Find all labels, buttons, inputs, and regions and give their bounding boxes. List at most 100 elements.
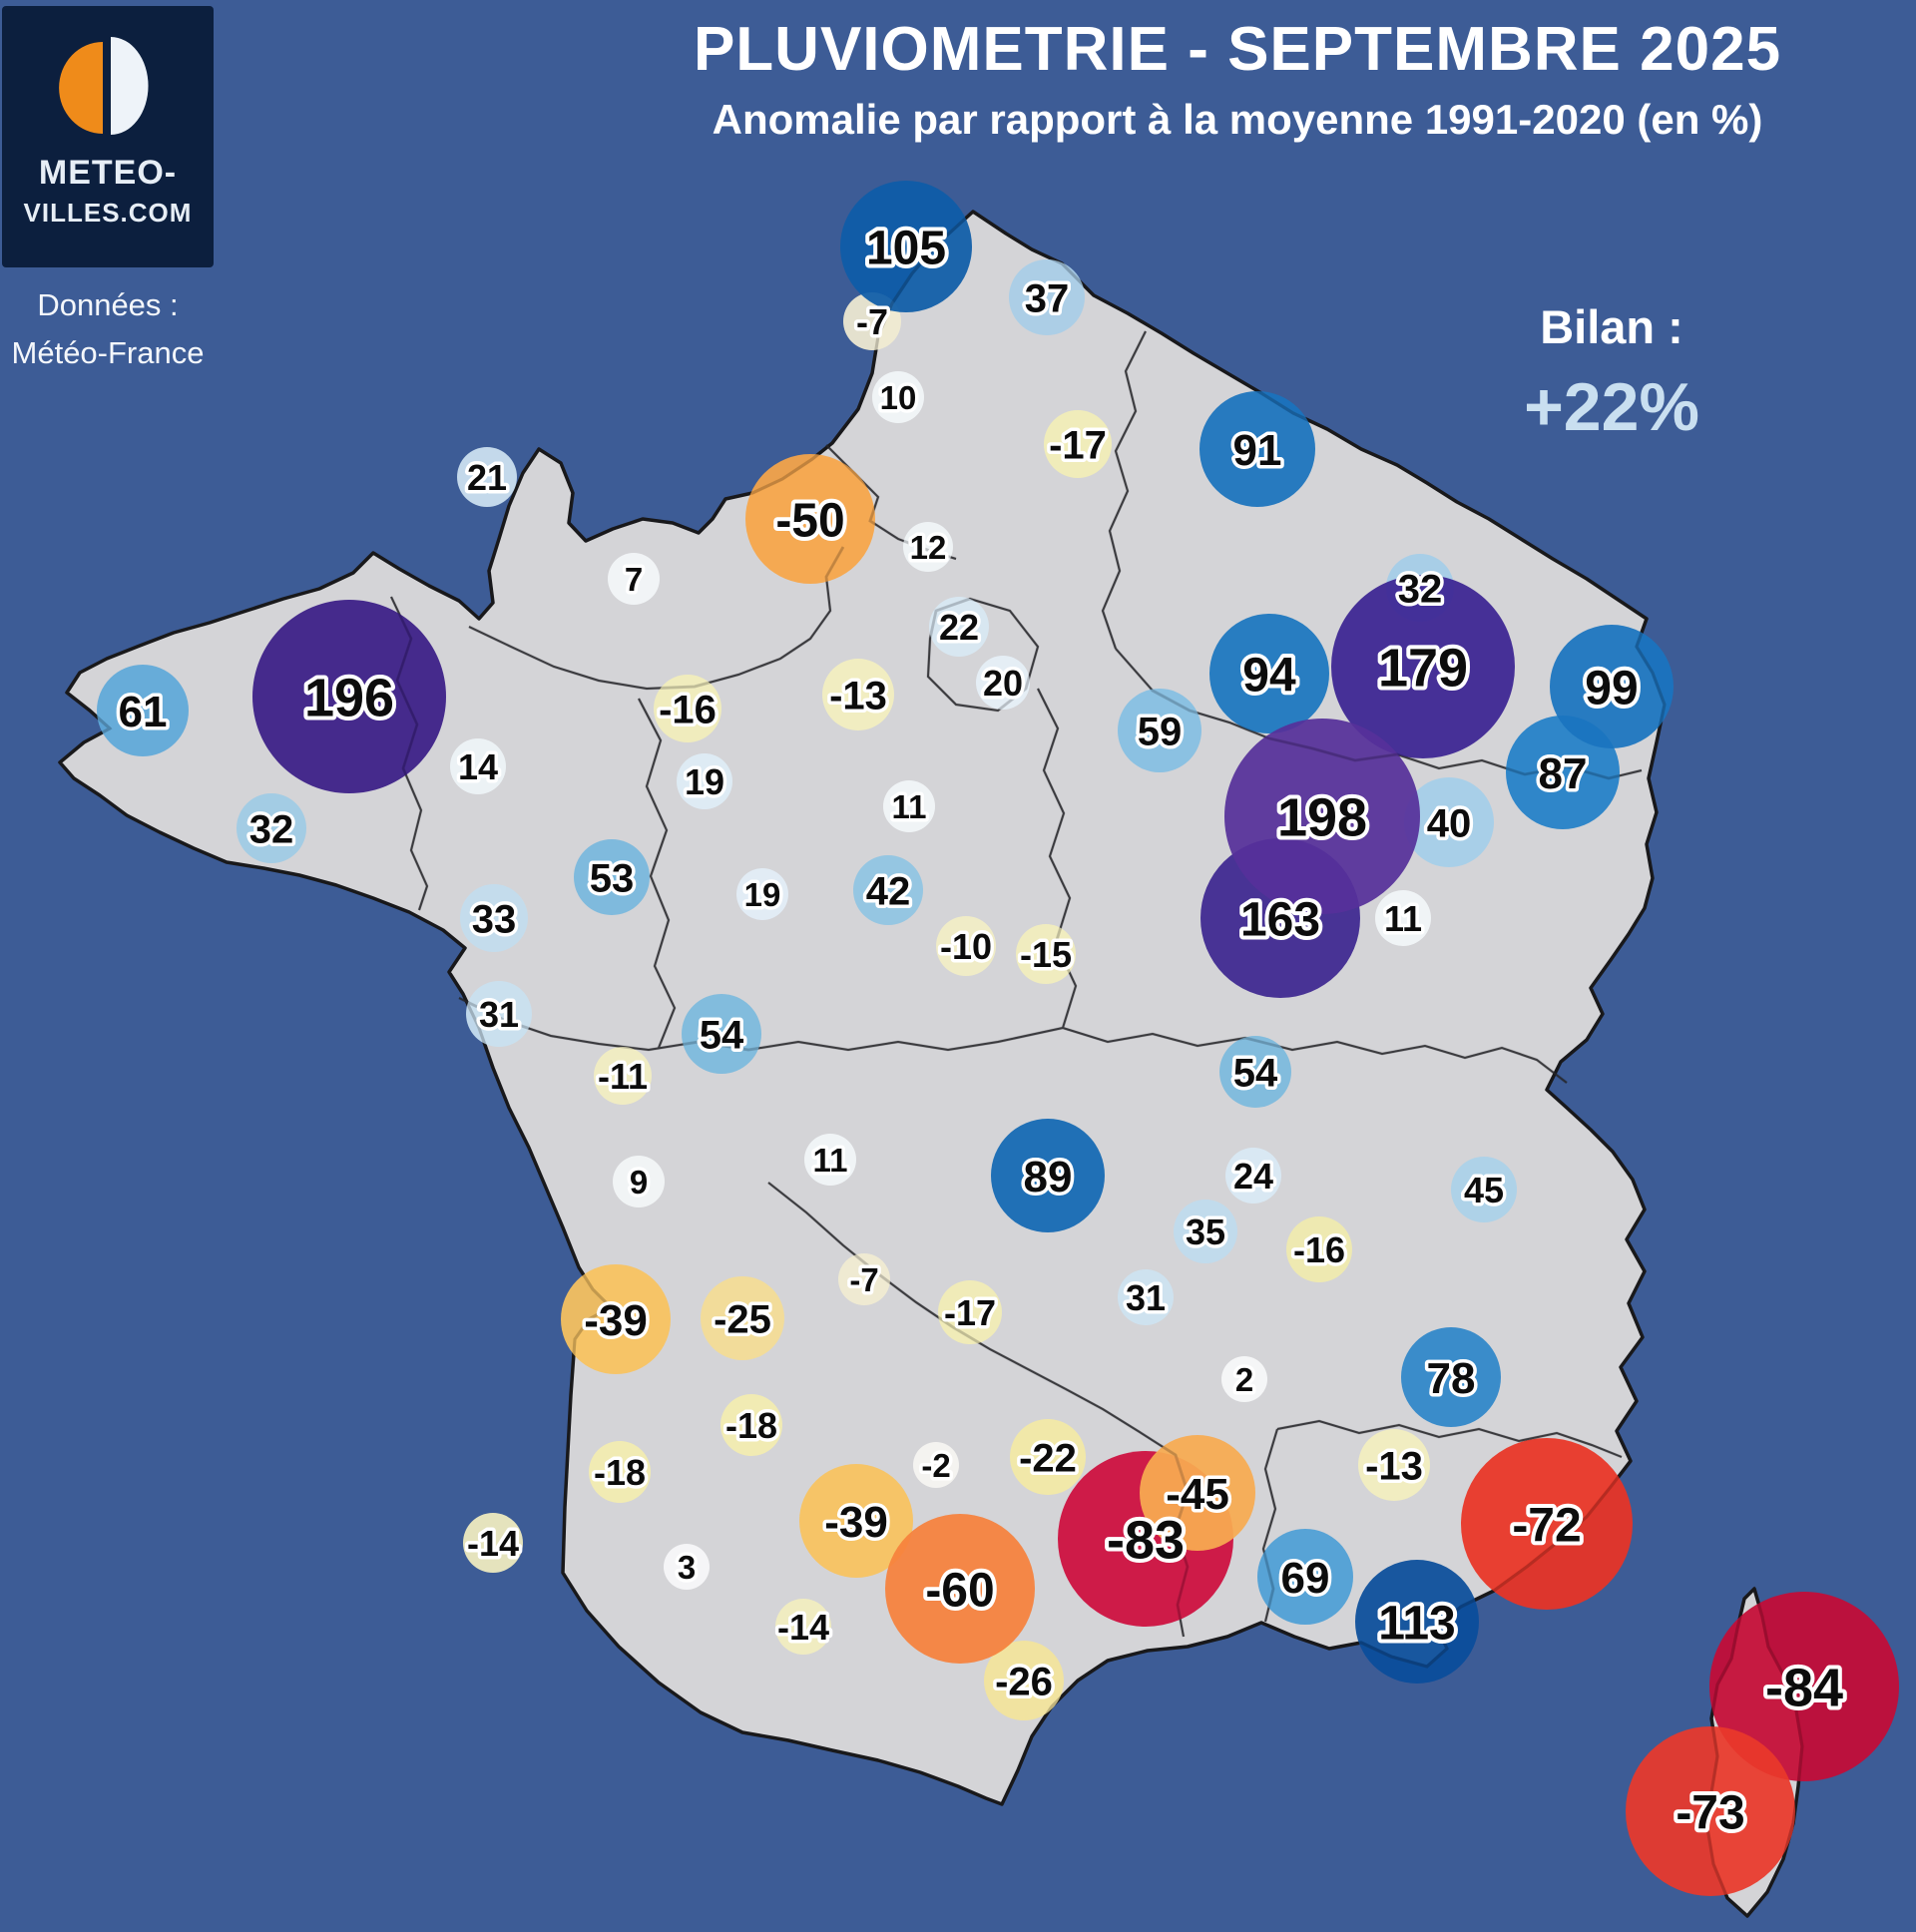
bubble <box>252 600 446 793</box>
logo-half-circle-white <box>111 37 149 135</box>
bubble <box>1404 777 1494 867</box>
bubble-value: -45 <box>1166 1470 1229 1519</box>
bubble-value: -17 <box>1049 423 1107 467</box>
bubble-value: -60 <box>925 1564 994 1617</box>
bubble <box>463 1513 523 1573</box>
bubble-value: 24 <box>1233 1156 1273 1197</box>
bubble <box>701 1276 784 1360</box>
bubble-value: 35 <box>1186 1211 1225 1252</box>
bubble-value: 54 <box>700 1013 744 1057</box>
bubble <box>736 868 788 920</box>
bubble-value: 12 <box>910 529 947 566</box>
bubble <box>822 659 894 730</box>
bubble <box>677 753 732 809</box>
bubble-value: 78 <box>1427 1354 1476 1403</box>
bubble-value: -18 <box>594 1452 646 1493</box>
bubble <box>1219 1036 1291 1108</box>
bubble <box>883 780 935 832</box>
bubble-value: 105 <box>866 222 946 274</box>
bubble-layer <box>97 181 1899 1896</box>
bubble-value: 9 <box>630 1164 648 1201</box>
bubble-value: -83 <box>1107 1510 1185 1570</box>
bubble <box>1016 924 1076 984</box>
bubble <box>840 181 972 312</box>
bubble <box>838 1253 890 1305</box>
bubble <box>885 1514 1035 1664</box>
bubble <box>682 994 761 1074</box>
bubble <box>936 916 996 976</box>
bubble-value: 59 <box>1138 710 1183 753</box>
bubble-value: -14 <box>467 1523 519 1564</box>
bubble <box>594 1047 652 1105</box>
bubble <box>466 981 532 1047</box>
bubble-value: 3 <box>678 1549 696 1586</box>
bubble-value: -16 <box>1293 1229 1345 1270</box>
bubble <box>1221 1356 1267 1402</box>
bubble-value: 20 <box>983 663 1023 704</box>
bubble <box>984 1641 1064 1720</box>
bubble <box>1224 719 1420 914</box>
bubble <box>1140 1435 1255 1551</box>
bubble-value: 40 <box>1427 801 1472 845</box>
bubble <box>1010 1419 1086 1495</box>
bubble-value: 32 <box>249 807 294 851</box>
bubble <box>561 1264 671 1374</box>
bubble <box>929 597 989 657</box>
bubble-value: 19 <box>744 876 781 913</box>
bubble-value: -16 <box>659 688 717 731</box>
bubble <box>799 1464 913 1578</box>
bubble <box>1199 391 1315 507</box>
bubble-value: 7 <box>625 561 643 598</box>
data-source-line2: Météo-France <box>11 335 205 370</box>
bubble-value: 53 <box>590 856 635 900</box>
bubble-value: 91 <box>1233 426 1282 475</box>
bilan-value: +22% <box>1524 369 1699 445</box>
bubble-value: 21 <box>467 457 507 498</box>
bilan-label: Bilan : <box>1540 300 1683 353</box>
bubble <box>1209 614 1329 733</box>
logo-half-circle-orange <box>59 42 103 134</box>
bubble-value: 11 <box>892 788 927 825</box>
bubble-value: 42 <box>866 869 911 913</box>
bubble-value: 19 <box>685 761 724 802</box>
page-subtitle: Anomalie par rapport à la moyenne 1991-2… <box>712 96 1763 143</box>
bubble-value: 94 <box>1242 649 1296 702</box>
bubble-value: 54 <box>1233 1051 1278 1095</box>
meteo-villes-logo-icon <box>59 37 149 135</box>
bubble-value: -11 <box>598 1056 648 1097</box>
bubble-value: -84 <box>1765 1658 1843 1717</box>
bubble <box>1451 1157 1517 1222</box>
bubble <box>450 738 506 794</box>
bubble-value: 11 <box>1384 898 1422 939</box>
logo-text-line2: VILLES.COM <box>23 198 193 228</box>
bubble <box>97 665 189 756</box>
bubble-value: 31 <box>479 994 519 1035</box>
bubble <box>664 1544 710 1590</box>
bubble-value: -13 <box>829 674 887 718</box>
bubble-value: -7 <box>849 1261 878 1298</box>
bubble-value: 87 <box>1539 749 1588 798</box>
bubble <box>853 855 923 925</box>
bubble-value: -72 <box>1512 1499 1581 1552</box>
bubble-value: -10 <box>940 926 992 967</box>
bubble <box>1331 575 1515 758</box>
bubble <box>1461 1438 1633 1610</box>
bubble-value: 11 <box>813 1142 848 1179</box>
bubble <box>1118 1269 1174 1325</box>
bubble-value: 89 <box>1024 1153 1073 1202</box>
bubble-value: -22 <box>1019 1436 1077 1480</box>
bubble <box>1709 1592 1899 1781</box>
bilan-block: Bilan : +22% <box>1417 299 1806 446</box>
bubble-value: -25 <box>714 1297 771 1341</box>
bubble-value: 69 <box>1281 1554 1330 1603</box>
bubble-value: -18 <box>725 1405 777 1446</box>
bubble <box>1401 1327 1501 1427</box>
bubble <box>1286 1216 1352 1282</box>
bubble-value: 196 <box>304 668 394 727</box>
bubble <box>589 1441 651 1503</box>
bubble-value: 61 <box>119 688 168 736</box>
bubble-value: -15 <box>1020 934 1072 975</box>
